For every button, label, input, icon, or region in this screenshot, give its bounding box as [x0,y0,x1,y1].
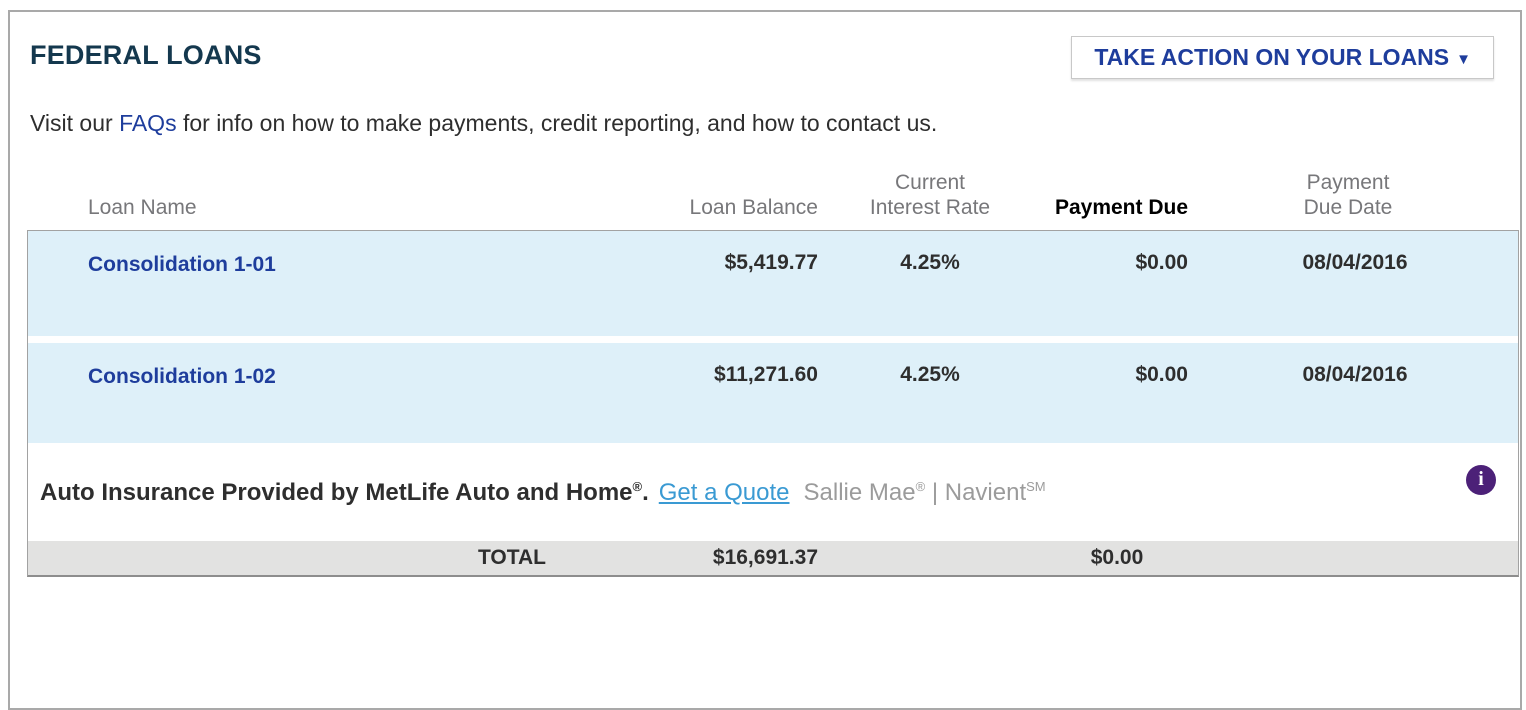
payment-due-value: $0.00 [1135,250,1188,274]
registered-mark: ® [632,478,643,494]
interest-rate-value: 4.25% [900,250,960,274]
total-payment-due: $0.00 [1090,545,1144,569]
get-a-quote-link[interactable]: Get a Quote [658,478,790,506]
due-date-value: 08/04/2016 [1302,250,1408,274]
promo-text: Auto Insurance Provided by MetLife Auto … [40,478,649,506]
federal-loans-panel: FEDERAL LOANS TAKE ACTION ON YOUR LOANS … [8,10,1522,710]
insurance-promo: Auto Insurance Provided by MetLife Auto … [28,442,1518,541]
due-date-value: 08/04/2016 [1302,362,1408,386]
row-divider [28,335,1518,343]
service-mark: SM [1026,478,1046,494]
intro-text: Visit our FAQs for info on how to make p… [30,110,1520,137]
loan-name-link[interactable]: Consolidation 1-02 [88,364,276,388]
header-interest-rate: Current Interest Rate [869,171,991,219]
info-icon[interactable]: i [1466,464,1496,495]
header-payment-due: Payment Due [1054,195,1188,219]
take-action-button[interactable]: TAKE ACTION ON YOUR LOANS ▼ [1071,36,1494,79]
intro-pre: Visit our [30,110,120,136]
table-row: Consolidation 1-02 $11,271.60 4.25% $0.0… [28,342,1518,443]
faqs-link[interactable]: FAQs [119,110,177,136]
take-action-label: TAKE ACTION ON YOUR LOANS [1094,44,1450,70]
loans-table: Consolidation 1-01 $5,419.77 4.25% $0.00… [27,229,1519,577]
page-title: FEDERAL LOANS [30,40,262,70]
total-label: TOTAL [477,545,546,569]
payment-due-value: $0.00 [1135,362,1188,386]
header-due-date: Payment Due Date [1303,171,1393,219]
brand-text: Sallie Mae® | NavientSM [803,478,1046,506]
chevron-down-icon: ▼ [1456,50,1471,68]
loan-balance-value: $5,419.77 [724,250,818,274]
table-header-row: Loan Name Loan Balance Current Interest … [28,171,1504,230]
loan-balance-value: $11,271.60 [714,362,818,386]
registered-mark: ® [915,478,926,494]
total-balance: $16,691.37 [712,545,818,569]
loan-name-link[interactable]: Consolidation 1-01 [88,252,276,276]
table-row: Consolidation 1-01 $5,419.77 4.25% $0.00… [28,230,1518,336]
interest-rate-value: 4.25% [900,362,960,386]
header-loan-balance: Loan Balance [689,195,818,219]
total-row: TOTAL $16,691.37 $0.00 [28,540,1518,575]
intro-post: for info on how to make payments, credit… [176,110,938,136]
header-loan-name: Loan Name [88,195,197,219]
